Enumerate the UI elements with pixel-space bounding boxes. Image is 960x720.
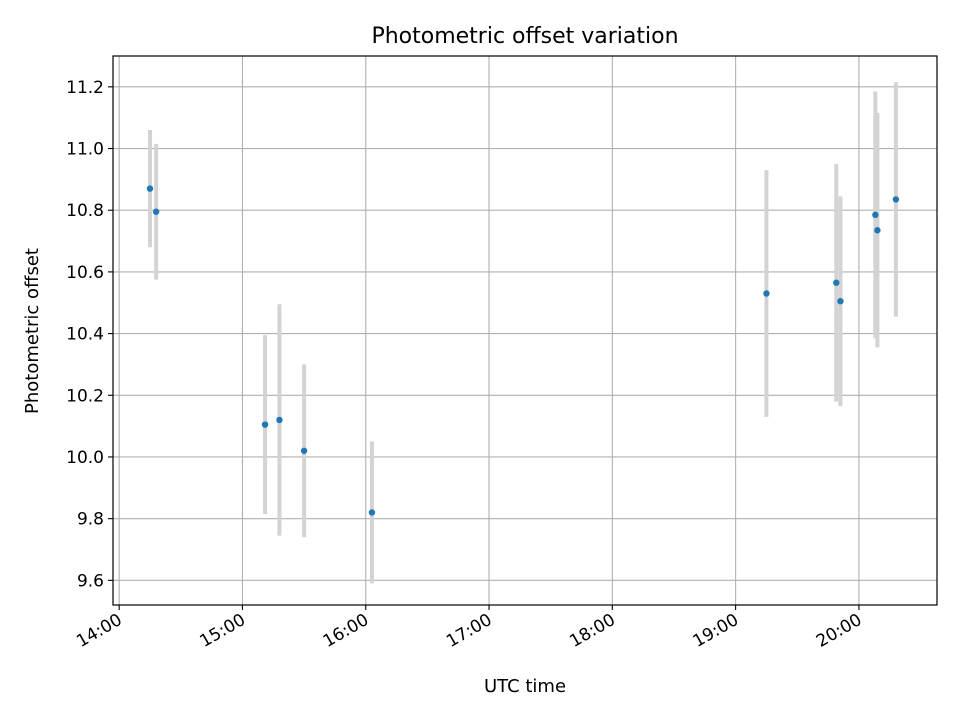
data-point — [833, 279, 840, 286]
data-point — [146, 185, 154, 192]
data-point — [276, 416, 283, 424]
y-tick-label: 10.2 — [66, 386, 104, 406]
y-tick-label: 10.8 — [66, 201, 104, 221]
data-points — [146, 185, 900, 516]
data-point — [152, 208, 160, 215]
x-axis-label: UTC time — [484, 676, 566, 697]
y-tick-label: 10.0 — [66, 448, 104, 468]
data-point — [368, 509, 376, 516]
data-point — [261, 421, 269, 428]
y-tick-label: 9.6 — [77, 571, 104, 591]
data-point — [892, 196, 900, 203]
data-point — [300, 447, 308, 454]
y-tick-label: 9.8 — [77, 510, 104, 530]
plot-frame — [112, 55, 938, 606]
data-point — [874, 227, 881, 234]
y-tick-label: 11.0 — [66, 140, 104, 160]
y-tick-label: 10.4 — [66, 325, 104, 345]
chart-title: Photometric offset variation — [371, 24, 678, 49]
data-point — [872, 211, 879, 219]
data-point — [837, 297, 844, 305]
data-point — [763, 290, 770, 297]
grid — [113, 56, 937, 605]
y-axis-label: Photometric offset — [22, 248, 43, 414]
y-tick-label: 10.6 — [66, 263, 104, 283]
y-tick-label: 11.2 — [66, 78, 104, 98]
